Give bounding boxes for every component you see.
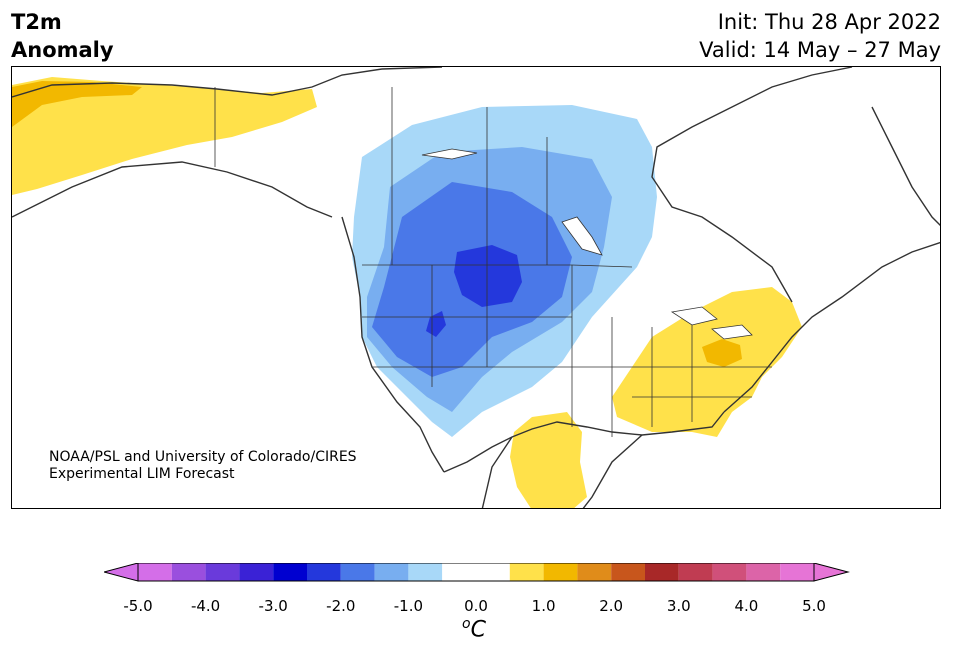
east-warm-core xyxy=(702,339,742,367)
colorbar-cell xyxy=(171,563,206,581)
anomaly-map xyxy=(11,66,941,509)
alaska-warm-core xyxy=(12,81,142,127)
colorbar-tick-label: 4.0 xyxy=(734,597,759,615)
colorbar-tick-label: 1.0 xyxy=(531,597,556,615)
valid-date: Valid: 14 May – 27 May xyxy=(699,38,941,62)
credit-text: NOAA/PSL and University of Colorado/CIRE… xyxy=(49,449,357,483)
colorbar-cell xyxy=(611,563,645,581)
lakes xyxy=(421,148,753,340)
title-line-1: T2m xyxy=(11,10,62,34)
colorbar-cell xyxy=(712,563,747,581)
colorbar-unit: oC xyxy=(462,616,486,642)
colorbar-tick-label: 3.0 xyxy=(666,597,691,615)
mexico-warm-region xyxy=(510,412,587,508)
colorbar-cell xyxy=(138,563,172,581)
colorbar-cell xyxy=(645,563,679,581)
colorbar-under-arrow xyxy=(104,563,139,582)
colorbar-cell xyxy=(307,563,341,581)
colorbar-cell xyxy=(678,563,713,581)
colorbar-cell xyxy=(780,563,814,581)
colorbar-cell xyxy=(509,563,544,581)
unit-base: C xyxy=(470,617,486,643)
cold-region-core xyxy=(454,245,522,307)
colorbar-cells xyxy=(137,563,815,582)
colorbar-cell xyxy=(273,563,307,581)
credit-line-2: Experimental LIM Forecast xyxy=(49,466,235,482)
colorbar-tick-label: 5.0 xyxy=(802,597,826,615)
colorbar-cell xyxy=(205,563,240,581)
colorbar-tick-label: 0.0 xyxy=(464,597,488,615)
alaska-warm-region xyxy=(12,77,317,195)
colorbar xyxy=(104,563,850,582)
state-borders xyxy=(214,87,772,437)
credit-line-1: NOAA/PSL and University of Colorado/CIRE… xyxy=(49,449,357,465)
colorbar-tick-label: -1.0 xyxy=(393,597,424,615)
colorbar-tick-label: -4.0 xyxy=(190,597,221,615)
colorbar-cell xyxy=(577,563,612,581)
colorbar-tick-label: -2.0 xyxy=(326,597,356,615)
coastlines xyxy=(12,67,940,508)
colorbar-cell xyxy=(746,563,781,581)
map-canvas xyxy=(12,67,940,508)
title-line-2: Anomaly xyxy=(11,38,114,62)
date-info: Init: Thu 28 Apr 2022 Valid: 14 May – 27… xyxy=(699,8,941,64)
colorbar-cell xyxy=(543,563,578,581)
init-date: Init: Thu 28 Apr 2022 xyxy=(717,10,941,34)
colorbar-cell xyxy=(374,563,409,581)
colorbar-tick-label: -3.0 xyxy=(258,597,288,615)
colorbar-tick-label: 2.0 xyxy=(599,597,624,615)
colorbar-tick-label: -5.0 xyxy=(123,597,153,615)
colorbar-cell xyxy=(408,563,443,581)
colorbar-cell xyxy=(239,563,274,581)
colorbar-cell xyxy=(340,563,375,581)
colorbar-over-arrow xyxy=(813,563,850,582)
colorbar-ticks: -5.0 -4.0 -3.0 -2.0 -1.0 0.0 1.0 2.0 3.0 4.0 5.0 xyxy=(0,597,953,617)
cold-region-basin-core xyxy=(426,311,446,337)
map-title: T2m Anomaly xyxy=(11,8,114,64)
unit-sup: o xyxy=(462,616,471,632)
colorbar-cell xyxy=(442,563,510,581)
